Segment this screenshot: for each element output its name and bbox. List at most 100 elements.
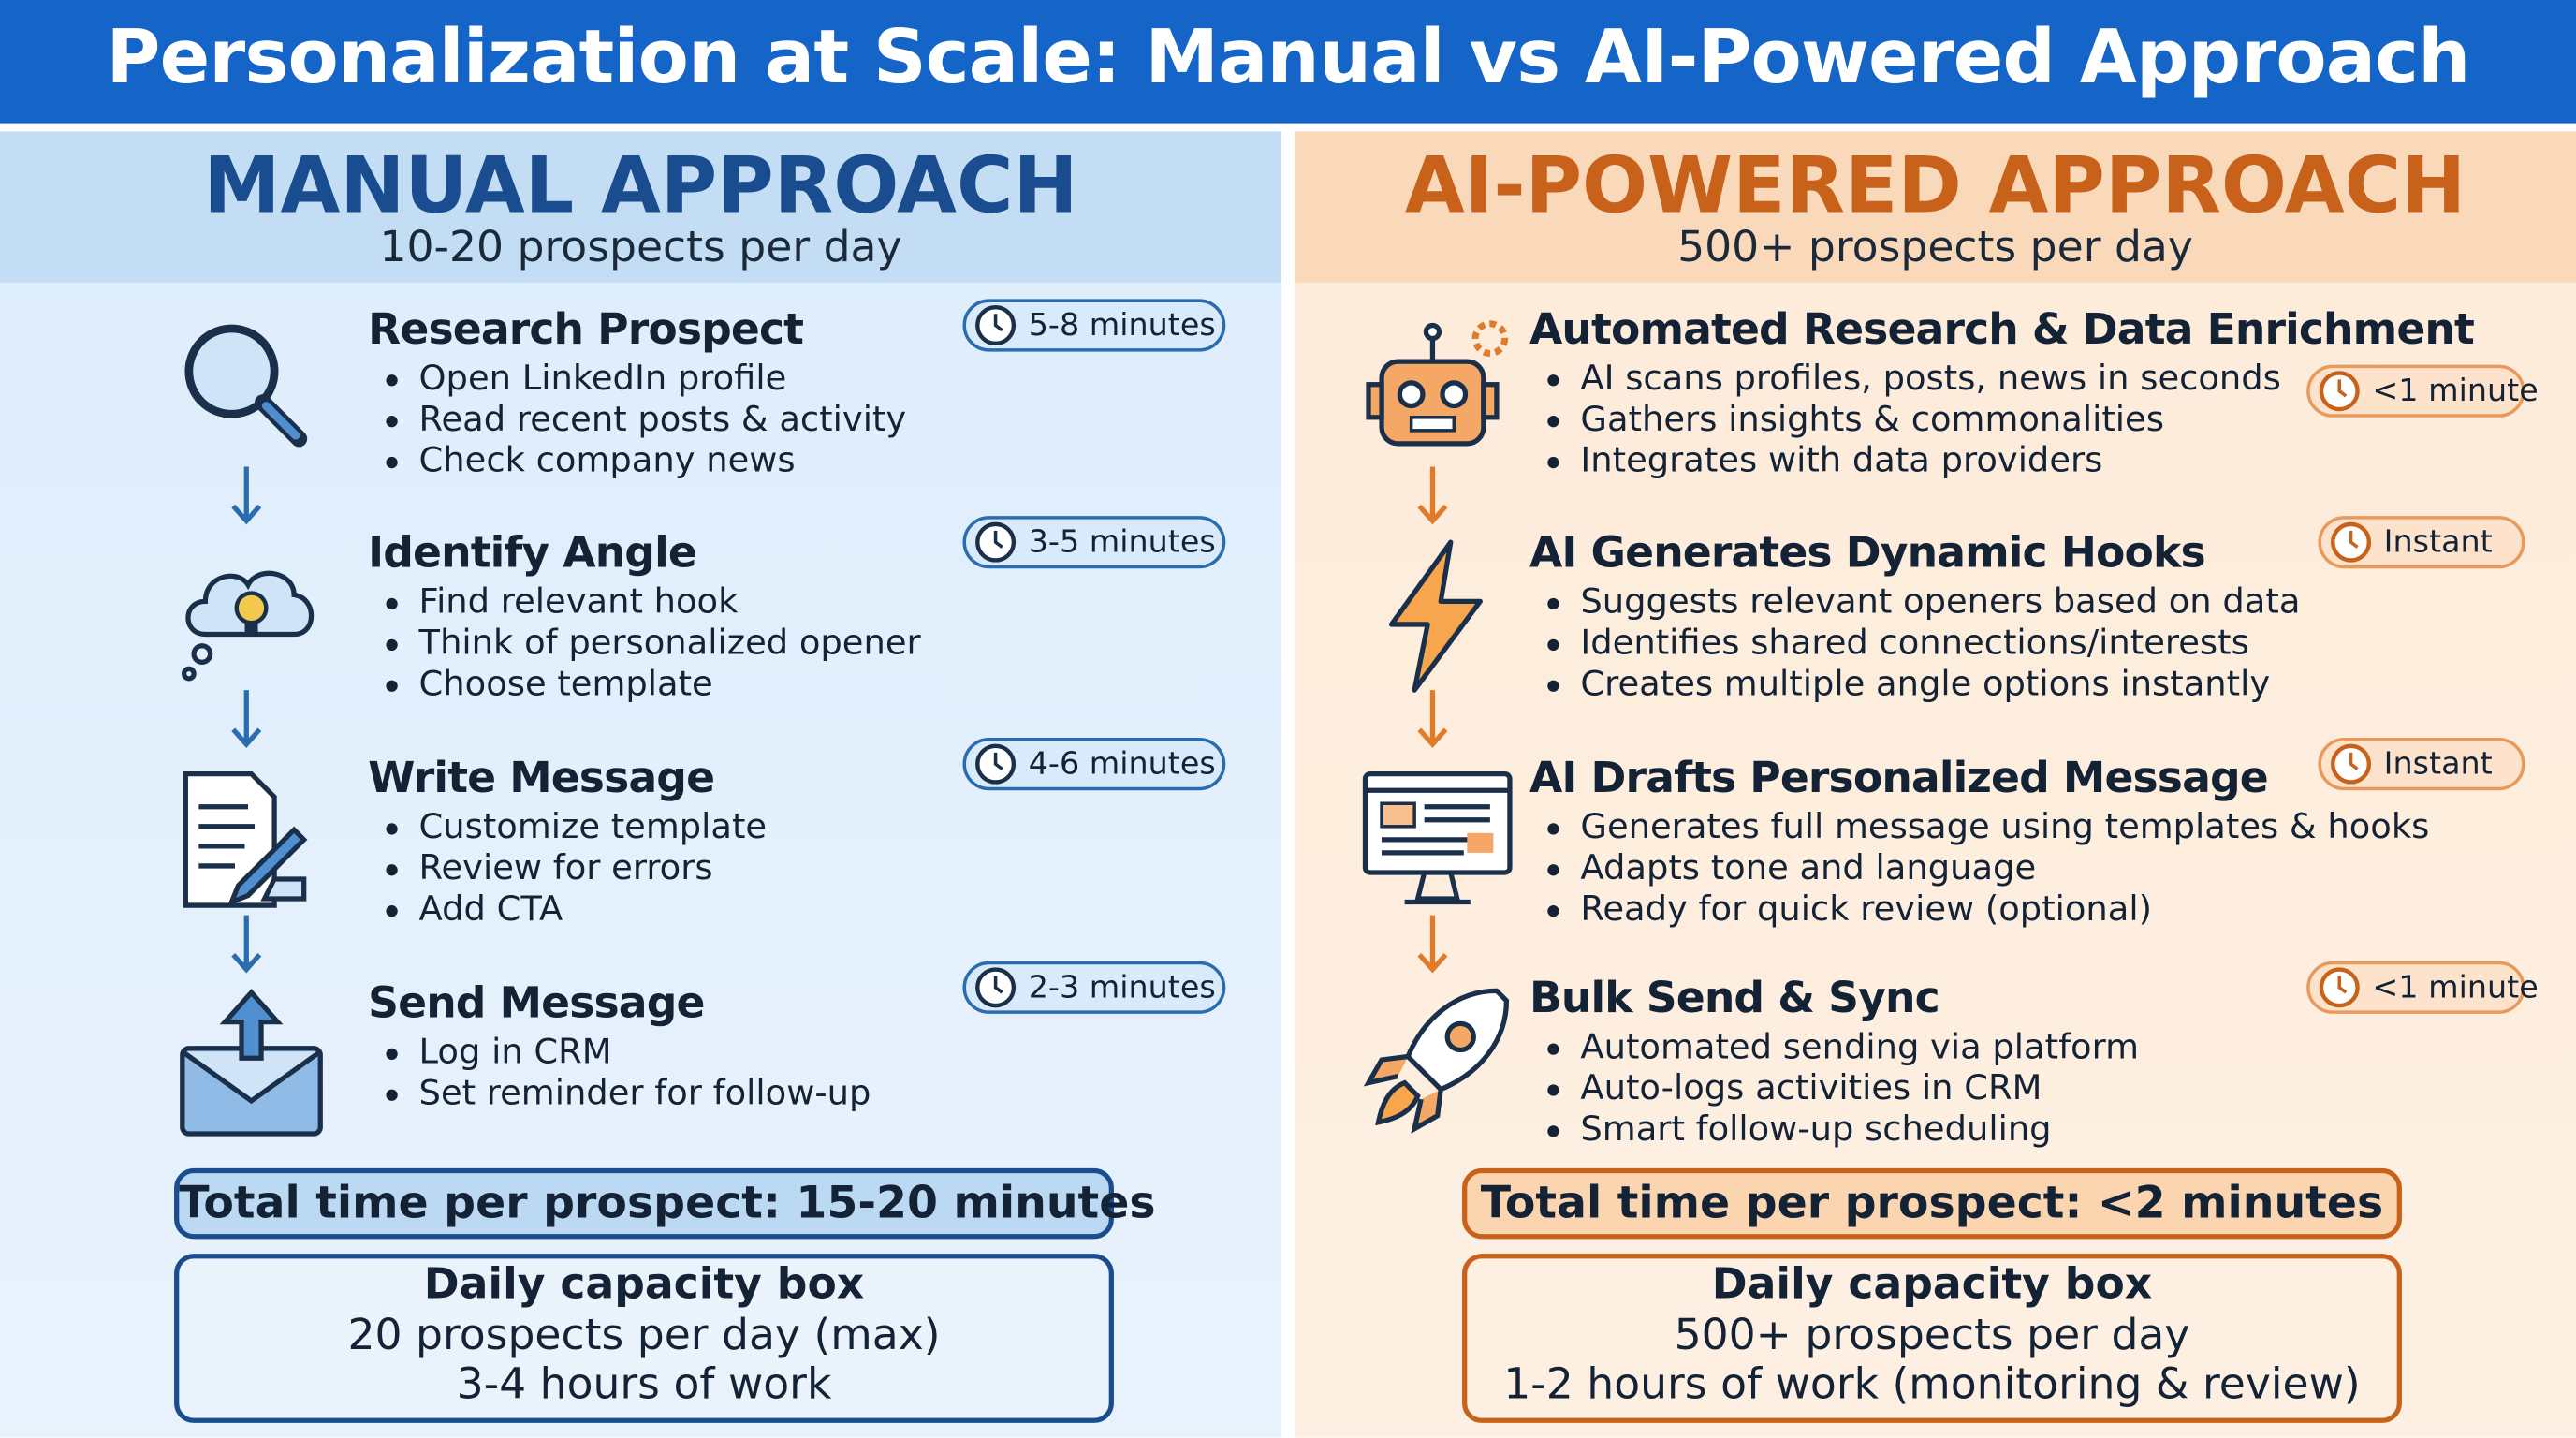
manual-step-icon-part (260, 876, 307, 902)
manual-clock-icon (974, 521, 1017, 571)
manual-capacity-line: 3-4 hours of work (456, 1360, 832, 1410)
ai-time-pill: Instant (2318, 516, 2525, 569)
manual-clock-icon-part (975, 305, 1017, 346)
ai-clock-icon-part (2331, 743, 2372, 785)
manual-time-text: 2-3 minutes (1028, 969, 1216, 1006)
manual-step-icon (172, 536, 329, 700)
page-title: Personalization at Scale: Manual vs AI-P… (106, 13, 2471, 101)
ai-step-icon-part (1409, 416, 1456, 433)
manual-bullet-dot (386, 1089, 398, 1101)
manual-clock-icon (974, 304, 1017, 355)
manual-step-icon (172, 986, 329, 1151)
ai-step-icon (1358, 981, 1515, 1146)
ai-bullet: Integrates with data providers (1580, 440, 2103, 480)
ai-flow-arrow-part (1417, 466, 1448, 525)
ai-clock-icon-part (2331, 521, 2372, 563)
manual-flow-arrow-part (231, 915, 262, 974)
ai-bullet-dot (1547, 1084, 1559, 1096)
ai-total: Total time per prospect: <2 minutes (1462, 1167, 2402, 1240)
ai-bullet: Creates multiple angle options instantly (1580, 664, 2271, 704)
ai-bullet: Generates full message using templates &… (1580, 806, 2430, 846)
ai-bullet-dot (1547, 1125, 1559, 1137)
manual-flow-arrow-part (231, 690, 262, 749)
ai-step-icon (1358, 536, 1515, 700)
ai-step-title: AI Drafts Personalized Message (1529, 754, 2269, 804)
ai-bullet-dot (1547, 638, 1559, 652)
ai-step-icon-part (1388, 539, 1483, 693)
manual-bullet-dot (386, 456, 398, 469)
manual-bullet: Think of personalized opener (418, 623, 921, 663)
manual-step-icon-part (191, 643, 213, 665)
manual-bullet-dot (386, 416, 398, 428)
manual-clock-icon-part (975, 743, 1017, 785)
ai-flow-arrow (1412, 687, 1452, 759)
manual-clock-icon-part (993, 530, 1003, 549)
ai-clock-icon-part (2319, 371, 2360, 412)
ai-bullet-dot (1547, 416, 1559, 428)
ai-step-icon-part (1382, 804, 1490, 856)
ai-bullet-dot (1547, 1043, 1559, 1055)
ai-clock-icon-part (2337, 976, 2348, 994)
manual-step-title: Write Message (368, 754, 715, 804)
ai-subheading: 500+ prospects per day (1677, 223, 2193, 273)
manual-bullet: Find relevant hook (418, 581, 739, 622)
ai-band (1295, 131, 2576, 283)
manual-clock-icon-part (975, 521, 1017, 563)
manual-step-icon-part (180, 989, 323, 1137)
ai-step-icon-part (1471, 320, 1509, 357)
ai-bullet-dot (1547, 905, 1559, 917)
ai-step-title: AI Generates Dynamic Hooks (1529, 529, 2206, 579)
manual-bullet-dot (386, 597, 398, 610)
manual-flow-arrow-part (231, 690, 262, 749)
ai-step-icon-part (1380, 801, 1416, 829)
ai-bullet: Identifies shared connections/interests (1580, 623, 2249, 663)
manual-time-pill: 4-6 minutes (962, 738, 1226, 791)
manual-step-title: Research Prospect (368, 305, 804, 356)
ai-clock-icon-part (2349, 530, 2359, 549)
manual-step-title: Send Message (368, 979, 705, 1029)
manual-step-icon (172, 761, 329, 926)
ai-step-icon-part (1444, 1020, 1476, 1053)
ai-step-icon-part (1467, 832, 1494, 853)
manual-step-icon-part (183, 771, 308, 908)
manual-bullet: Customize template (418, 806, 768, 846)
ai-time-text: Instant (2383, 523, 2493, 561)
ai-capacity-title: Daily capacity box (1711, 1260, 2153, 1310)
manual-clock-icon (974, 966, 1017, 1017)
ai-flow-arrow (1412, 912, 1452, 984)
ai-bullet-dot (1547, 823, 1559, 835)
manual-step-icon-part (181, 570, 315, 682)
ai-clock-icon-part (2319, 967, 2360, 1008)
manual-flow-arrow (227, 912, 266, 984)
ai-bullet-dot (1547, 680, 1559, 692)
manual-time-pill: 5-8 minutes (962, 299, 1226, 352)
manual-bullet-dot (386, 374, 398, 387)
ai-flow-arrow-part (1417, 915, 1448, 974)
manual-flow-arrow-part (231, 915, 262, 974)
manual-clock-icon-part (993, 752, 1003, 770)
ai-bullet: Smart follow-up scheduling (1580, 1108, 2052, 1149)
ai-bullet: Adapts tone and language (1580, 847, 2037, 888)
manual-bullet-dot (386, 1048, 398, 1061)
ai-step-title: Automated Research & Data Enrichment (1529, 305, 2475, 356)
ai-bullet-dot (1547, 456, 1559, 469)
manual-capacity-box (174, 1254, 1114, 1423)
manual-flow-arrow-part (231, 466, 262, 525)
ai-step-icon (1358, 312, 1515, 477)
manual-step-icon-part (234, 591, 269, 625)
ai-bullet-dot (1547, 864, 1559, 876)
manual-bullet-dot (386, 823, 398, 835)
ai-bullet-dot (1547, 597, 1559, 610)
manual-bullet: Add CTA (418, 888, 564, 929)
manual-bullet-dot (386, 905, 398, 917)
manual-bullet-dot (386, 638, 398, 652)
ai-flow-arrow-part (1417, 690, 1448, 749)
ai-heading: AI-POWERED APPROACH (1404, 140, 2466, 232)
manual-step-icon-part (181, 666, 197, 682)
header-bar (0, 0, 2576, 124)
manual-time-text: 5-8 minutes (1028, 307, 1216, 344)
manual-time-text: 4-6 minutes (1028, 745, 1216, 783)
manual-step-icon-part (219, 989, 284, 1061)
manual-step-icon-part (184, 324, 308, 448)
ai-step-icon-part (1363, 1053, 1443, 1134)
